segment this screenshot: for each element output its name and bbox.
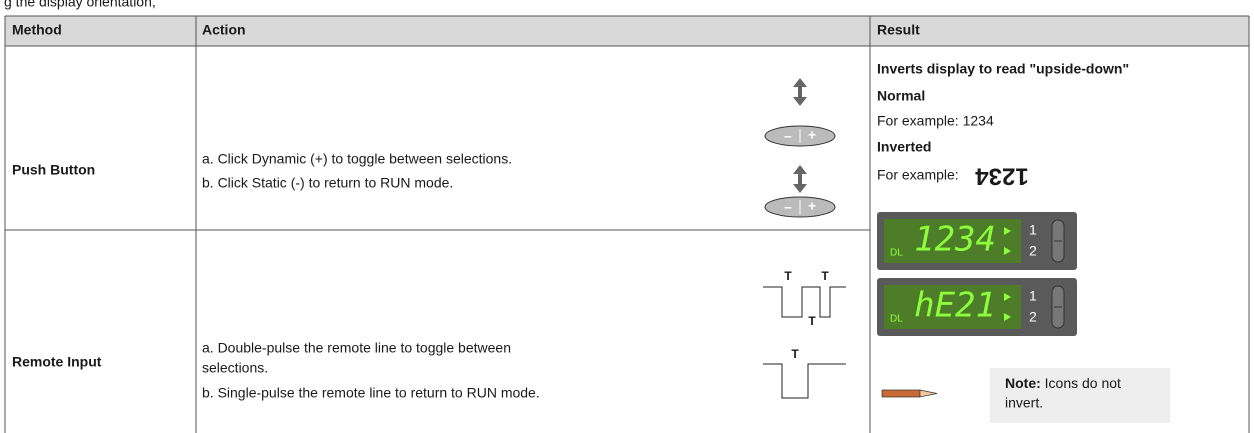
note-text: invert. <box>1005 395 1043 411</box>
note-text: Note: Icons do not <box>1005 375 1121 391</box>
action-text: a. Click Dynamic (+) to toggle between s… <box>202 151 512 167</box>
button-icon: – + – + <box>764 78 836 218</box>
inverted-digits: 1234 <box>975 163 1029 190</box>
pulse-label: T <box>791 347 799 361</box>
pulse-diagram <box>763 286 846 399</box>
result-label: Inverted <box>877 139 931 155</box>
lcd-channel: 2 <box>1029 243 1037 259</box>
lcd-channel: 1 <box>1029 288 1037 304</box>
lcd-digits: hE21 <box>914 286 996 326</box>
action-text: selections. <box>202 360 268 376</box>
result-heading: Inverts display to read "upside-down" <box>877 61 1129 77</box>
result-text: For example: 1234 <box>877 113 994 129</box>
pulse-label: T <box>821 269 829 283</box>
grid <box>4 15 1250 433</box>
header-cell: Method <box>12 22 62 38</box>
header-cell: Result <box>877 22 920 38</box>
svg-text:+: + <box>808 127 816 143</box>
header-cell: Action <box>202 22 246 38</box>
pencil-icon <box>881 389 938 398</box>
note-body: Icons do not <box>1045 375 1121 391</box>
result-label: Normal <box>877 88 925 104</box>
lcd-arrow <box>1004 293 1011 321</box>
lcd-digits: 1234 <box>914 220 996 260</box>
action-text: b. Single-pulse the remote line to retur… <box>202 385 540 401</box>
method-cell: Push Button <box>12 162 95 178</box>
action-text: a. Double-pulse the remote line to toggl… <box>202 340 511 356</box>
action-text: b. Click Static (-) to return to RUN mod… <box>202 175 453 191</box>
svg-text:–: – <box>784 128 792 144</box>
header-bg <box>5 16 1249 46</box>
lcd-tag: DL <box>890 314 903 325</box>
lcd-screen <box>884 285 1021 329</box>
pulse-label: T <box>808 314 816 328</box>
intro-text: g the display orientation, <box>4 0 156 10</box>
lcd-tag: DL <box>890 248 903 259</box>
svg-text:+: + <box>808 198 816 214</box>
pulse-label: T <box>784 269 792 283</box>
lcd-channel: 2 <box>1029 309 1037 325</box>
note-box <box>990 368 1170 423</box>
lcd-arrow <box>1004 227 1011 255</box>
note-label: Note: <box>1005 375 1041 391</box>
result-text: For example: <box>877 167 959 183</box>
lcd-channel: 1 <box>1029 222 1037 238</box>
svg-text:–: – <box>784 199 792 215</box>
method-cell: Remote Input <box>12 354 102 370</box>
lcd-screen <box>884 219 1021 263</box>
